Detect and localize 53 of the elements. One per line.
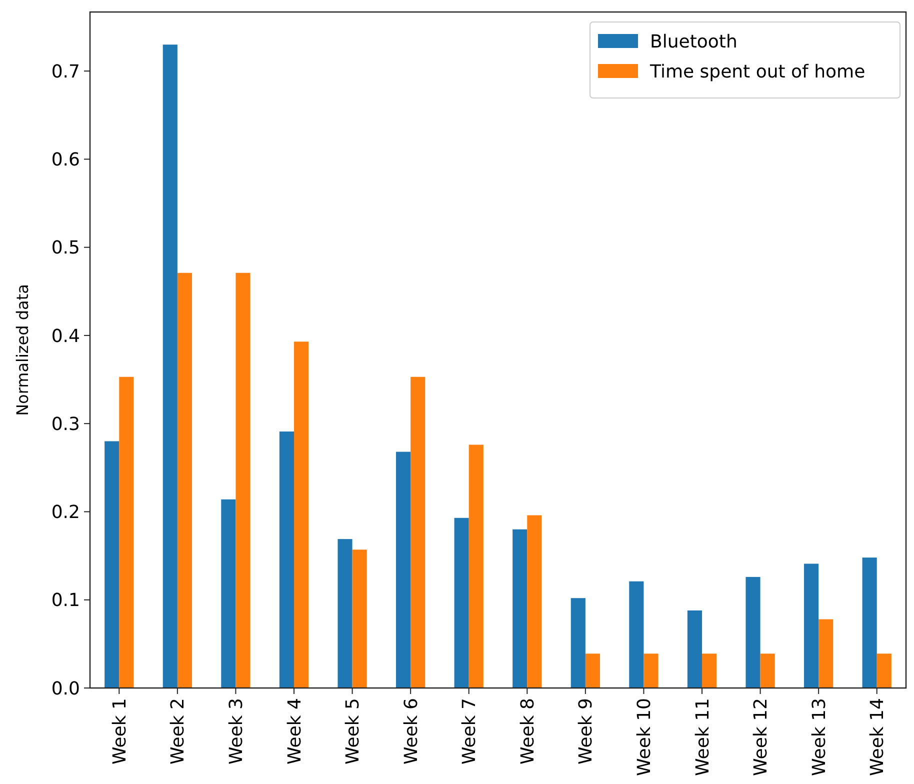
- x-tick-label: Week 8: [517, 698, 538, 764]
- x-tick-label: Week 9: [576, 698, 597, 764]
- bar: [585, 654, 600, 688]
- y-tick-label: 0.1: [51, 590, 80, 612]
- bar: [177, 272, 192, 688]
- bar: [512, 529, 528, 688]
- bar: [760, 654, 775, 688]
- bar: [644, 654, 658, 688]
- x-tick-label: Week 14: [867, 698, 888, 776]
- bar: [570, 598, 586, 688]
- bar: [687, 610, 702, 688]
- bar: [746, 576, 760, 688]
- y-axis-title: Normalized data: [13, 284, 32, 416]
- y-tick-label: 0.4: [51, 326, 80, 347]
- x-tick-label: Week 12: [750, 698, 772, 776]
- y-tick-label: 0.3: [51, 414, 80, 435]
- legend-label: Bluetooth: [650, 31, 738, 52]
- x-tick-label: Week 11: [692, 698, 714, 776]
- bar: [236, 272, 250, 688]
- x-tick-label: Week 3: [226, 698, 248, 764]
- bar: [279, 432, 294, 688]
- y-tick-label: 0.5: [51, 238, 80, 259]
- y-tick-label: 0.2: [51, 502, 80, 524]
- x-tick-label: Week 10: [634, 698, 656, 776]
- x-tick-label: Week 7: [459, 698, 480, 764]
- x-tick-label: Week 6: [400, 698, 422, 764]
- bar: [410, 376, 426, 688]
- bar: [527, 515, 542, 688]
- bar: [162, 44, 178, 688]
- x-tick-label: Week 4: [284, 698, 306, 764]
- y-tick-label: 0.0: [51, 678, 80, 700]
- bar: [221, 499, 236, 688]
- bar: [804, 564, 819, 688]
- bar: [702, 654, 717, 688]
- bar: [818, 619, 834, 688]
- y-tick-label: 0.7: [51, 61, 80, 82]
- bar: [454, 518, 469, 688]
- bar: [396, 452, 411, 688]
- x-tick-label: Week 2: [168, 698, 189, 764]
- bar: [352, 550, 367, 688]
- bar: [876, 654, 892, 688]
- bar: [294, 342, 309, 688]
- bar: [629, 581, 644, 688]
- bar: [104, 441, 120, 688]
- x-tick-label: Week 1: [109, 698, 130, 764]
- bar: [468, 444, 484, 688]
- bar: [862, 558, 877, 688]
- bar: [119, 376, 134, 688]
- y-tick-label: 0.6: [51, 149, 80, 170]
- bar: [338, 539, 352, 688]
- legend-label: Time spent out of home: [649, 61, 866, 82]
- x-tick-label: Week 13: [808, 698, 830, 776]
- x-tick-label: Week 5: [342, 698, 364, 764]
